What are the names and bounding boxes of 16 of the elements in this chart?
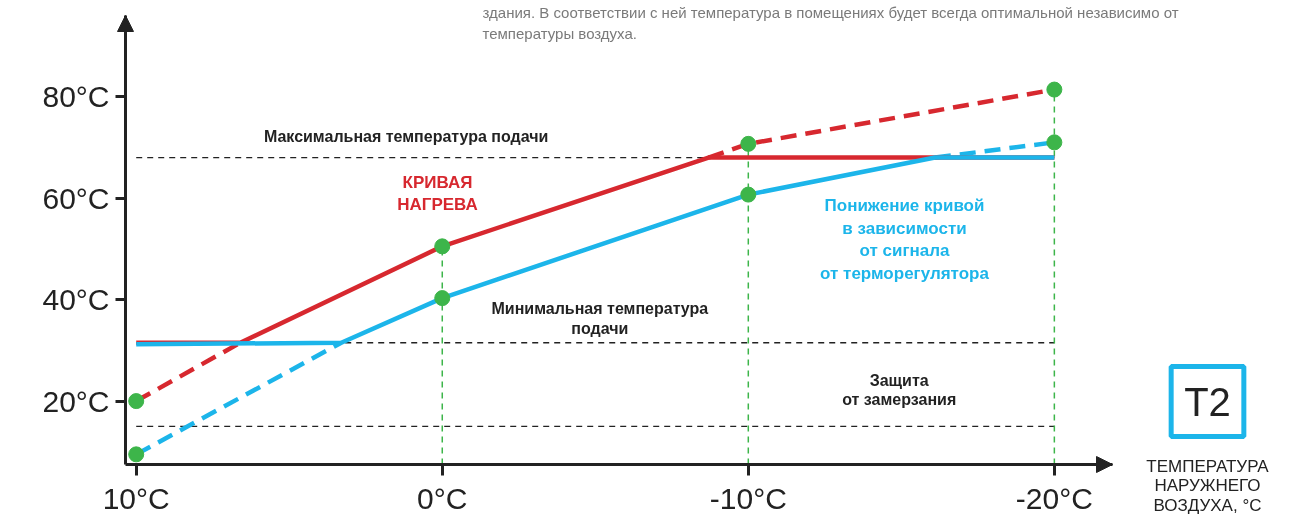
y-tick-label: 60°C: [42, 181, 110, 215]
y-tick-label: 20°C: [42, 384, 110, 418]
ref-line-label: Минимальная температура подачи: [491, 300, 709, 337]
x-tick-label: -10°C: [709, 481, 787, 515]
annotation: здания. В соответствии с ней температура в помещениях будет всегда оптимальной независимо от температуры воздуха.: [482, 3, 1179, 42]
ref-line-label: Защита от замерзания: [842, 371, 957, 409]
y-tick-label: 80°C: [42, 80, 110, 114]
ref-line-label: Максимальная температура подачи: [263, 127, 549, 145]
x-tick-label: 0°C: [417, 481, 468, 515]
text: T2: [1184, 379, 1231, 424]
x-tick-label: 10°C: [102, 481, 170, 515]
series-label: КРИВАЯ НАГРЕВА: [397, 172, 478, 215]
series-label: Понижение кривой в зависимости от сигнала от терморегулятора: [820, 195, 990, 284]
x-tick-label: -20°C: [1015, 481, 1093, 515]
x-axis-title: ТЕМПЕРАТУРА НАРУЖНЕГО ВОЗДУХА, °C: [1146, 456, 1270, 516]
y-tick-label: 40°C: [42, 283, 110, 317]
